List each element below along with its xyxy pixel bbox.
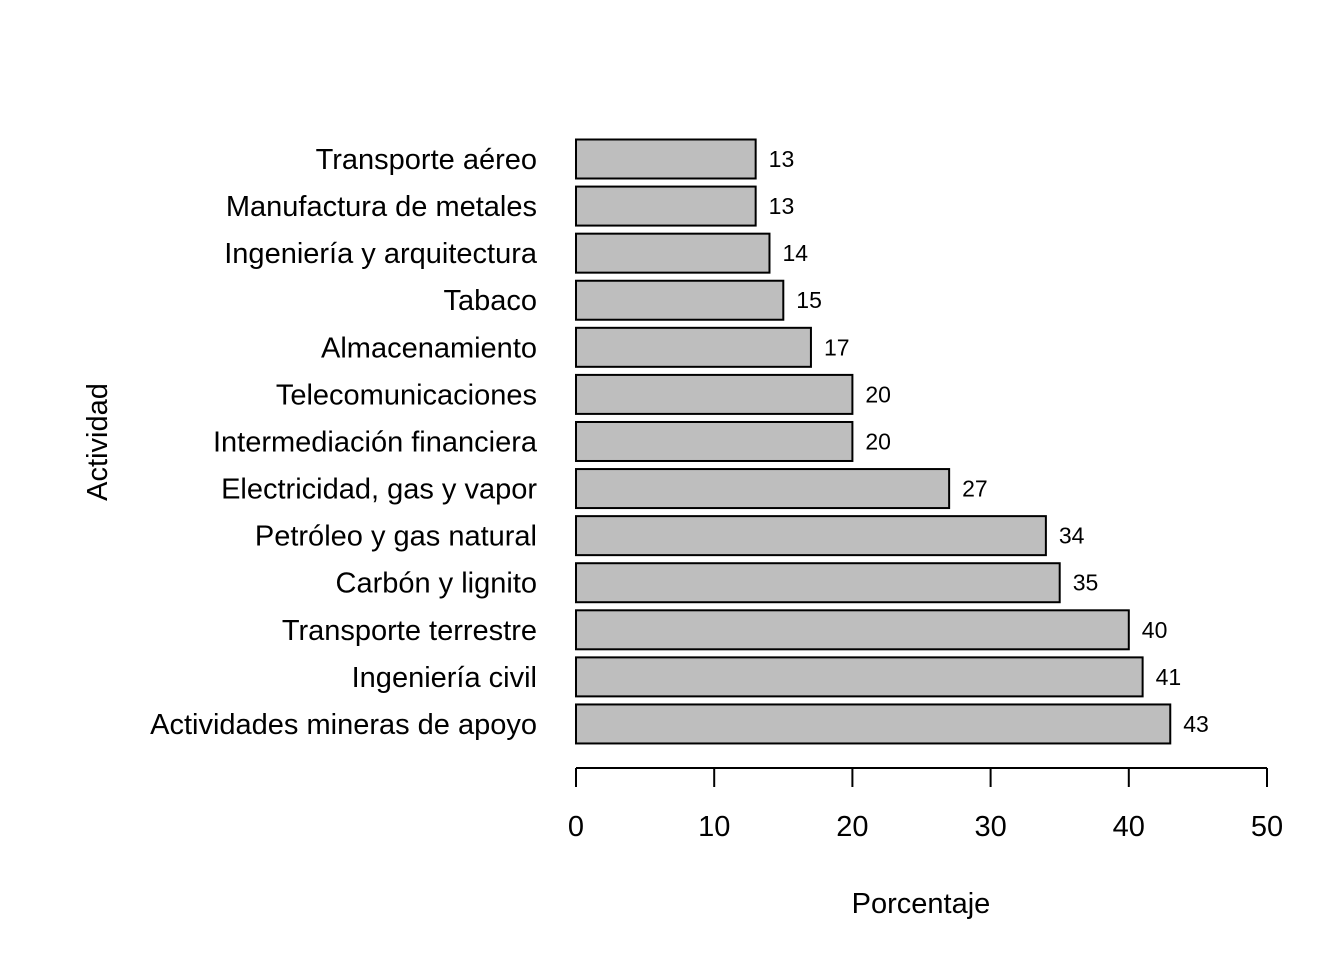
x-tick-label-5: 50 xyxy=(1251,811,1283,843)
value-label-5: 20 xyxy=(865,381,891,407)
category-label-0: Transporte aéreo xyxy=(316,144,537,176)
bar-5 xyxy=(575,373,854,415)
bar-1 xyxy=(575,185,757,227)
value-label-9: 35 xyxy=(1073,570,1099,596)
x-tick-label-1: 10 xyxy=(698,811,730,843)
value-label-11: 41 xyxy=(1156,664,1182,690)
bar-8 xyxy=(575,515,1047,557)
bar-9 xyxy=(575,562,1061,604)
bar-3 xyxy=(575,279,785,321)
category-labels-group: Transporte aéreo Manufactura de metales In… xyxy=(150,144,538,741)
bars-group xyxy=(575,138,1172,745)
category-label-1: Manufactura de metales xyxy=(226,191,537,223)
value-label-1: 13 xyxy=(769,193,795,219)
bar-0 xyxy=(575,138,757,180)
x-tick-label-0: 0 xyxy=(568,811,584,843)
value-label-8: 34 xyxy=(1059,523,1085,549)
category-label-11: Ingeniería civil xyxy=(352,662,537,694)
bar-11 xyxy=(575,656,1144,698)
category-label-2: Ingeniería y arquitectura xyxy=(224,238,538,270)
bar-4 xyxy=(575,326,812,368)
bar-10 xyxy=(575,609,1130,651)
value-label-4: 17 xyxy=(824,334,850,360)
category-label-12: Actividades mineras de apoyo xyxy=(150,709,537,741)
category-label-3: Tabaco xyxy=(443,285,537,317)
category-label-8: Petróleo y gas natural xyxy=(255,521,537,553)
value-label-2: 14 xyxy=(782,240,808,266)
x-axis-title: Porcentaje xyxy=(852,888,991,920)
value-label-12: 43 xyxy=(1183,711,1209,737)
category-label-5: Telecomunicaciones xyxy=(276,379,537,411)
category-label-9: Carbón y lignito xyxy=(336,568,538,600)
value-label-3: 15 xyxy=(796,287,822,313)
bar-12 xyxy=(575,703,1172,745)
value-label-0: 13 xyxy=(769,146,795,172)
x-axis: 0 10 20 30 40 50 xyxy=(568,767,1283,843)
x-tick-label-4: 40 xyxy=(1113,811,1145,843)
bar-6 xyxy=(575,420,854,462)
bar-2 xyxy=(575,232,771,274)
y-axis-title: Actividad xyxy=(82,383,114,501)
category-label-10: Transporte terrestre xyxy=(282,615,537,647)
value-label-7: 27 xyxy=(962,476,988,502)
x-tick-label-3: 30 xyxy=(974,811,1006,843)
value-label-6: 20 xyxy=(865,428,891,454)
bar-7 xyxy=(575,468,951,510)
x-tick-label-2: 20 xyxy=(836,811,868,843)
category-label-6: Intermediación financiera xyxy=(213,426,538,458)
category-label-7: Electricidad, gas y vapor xyxy=(221,474,537,506)
category-label-4: Almacenamiento xyxy=(321,332,537,364)
value-label-10: 40 xyxy=(1142,617,1168,643)
